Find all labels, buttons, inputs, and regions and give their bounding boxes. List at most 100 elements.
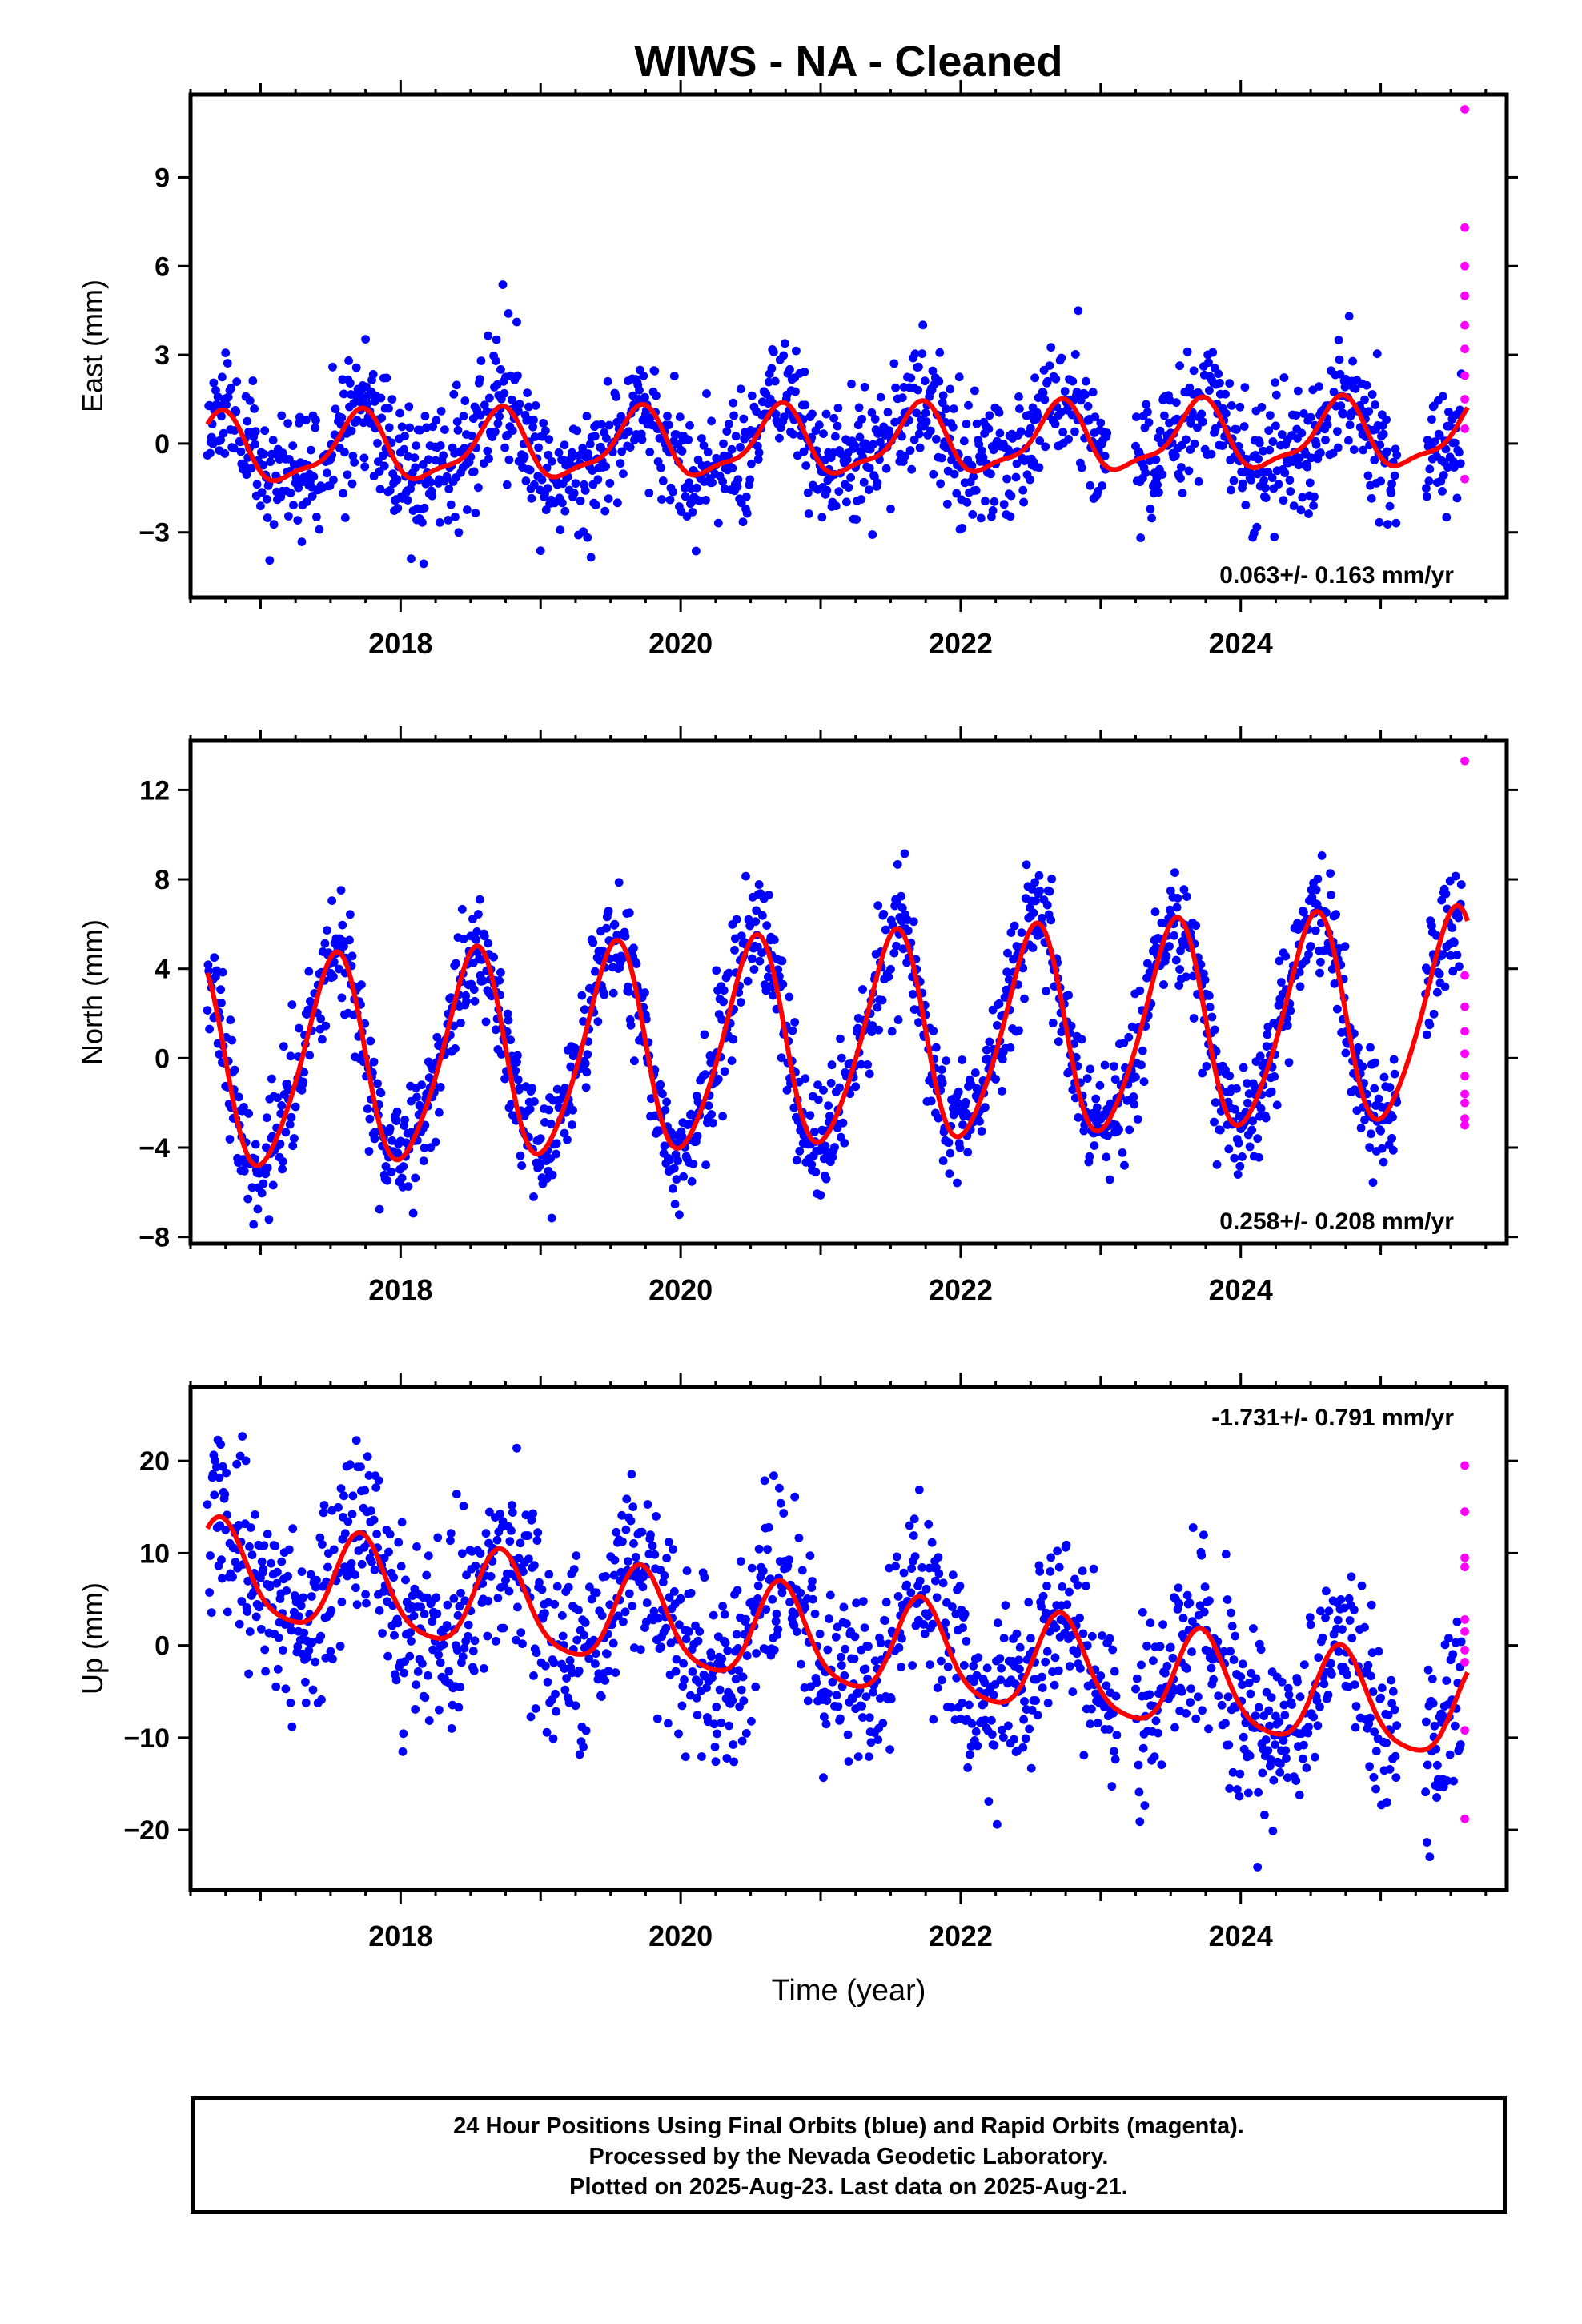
east-final-point bbox=[339, 389, 348, 399]
up-final-point bbox=[293, 1642, 303, 1651]
up-final-point bbox=[891, 1562, 900, 1571]
east-final-point bbox=[747, 459, 756, 468]
up-final-point bbox=[722, 1754, 732, 1763]
east-final-point bbox=[428, 422, 437, 432]
north-final-point bbox=[1074, 1113, 1083, 1122]
north-final-point bbox=[547, 1213, 556, 1223]
east-final-point bbox=[946, 384, 955, 394]
north-final-point bbox=[1173, 894, 1182, 903]
up-final-point bbox=[621, 1525, 631, 1534]
north-final-point bbox=[1253, 1134, 1263, 1144]
up-final-point bbox=[618, 1537, 627, 1546]
north-final-point bbox=[884, 972, 893, 982]
up-final-point bbox=[843, 1730, 853, 1739]
north-final-point bbox=[278, 1164, 287, 1174]
north-final-point bbox=[513, 1051, 522, 1060]
east-final-point bbox=[524, 402, 533, 412]
east-final-point bbox=[1158, 470, 1167, 479]
up-final-point bbox=[1376, 1693, 1385, 1703]
north-final-point bbox=[1450, 938, 1459, 947]
north-final-point bbox=[318, 1035, 327, 1044]
east-final-point bbox=[822, 485, 832, 495]
up-final-point bbox=[321, 1653, 331, 1663]
east-final-point bbox=[568, 448, 576, 457]
north-x-tick-label: 2020 bbox=[648, 1273, 713, 1306]
east-final-point bbox=[593, 475, 603, 485]
east-final-point bbox=[1232, 425, 1241, 434]
east-final-point bbox=[222, 400, 231, 409]
east-final-point bbox=[789, 429, 798, 439]
up-final-point bbox=[1187, 1647, 1196, 1657]
east-final-point bbox=[512, 317, 521, 327]
north-final-point bbox=[1390, 1069, 1399, 1079]
east-final-point bbox=[1311, 440, 1321, 449]
north-final-point bbox=[1255, 1051, 1265, 1061]
up-final-point bbox=[518, 1639, 527, 1648]
up-final-point bbox=[752, 1649, 761, 1658]
north-final-point bbox=[858, 985, 867, 994]
east-final-point bbox=[775, 433, 784, 443]
up-final-point bbox=[1390, 1705, 1399, 1715]
east-final-point bbox=[1153, 480, 1162, 489]
north-final-point bbox=[877, 995, 887, 1005]
east-final-point bbox=[250, 404, 259, 413]
east-final-point bbox=[384, 423, 394, 432]
east-final-point bbox=[938, 391, 948, 400]
north-final-point bbox=[1232, 1084, 1241, 1093]
east-final-point bbox=[375, 485, 385, 494]
up-final-point bbox=[335, 1642, 345, 1651]
east-final-point bbox=[1227, 401, 1236, 410]
up-final-point bbox=[336, 1484, 346, 1493]
east-final-point bbox=[376, 393, 386, 403]
east-final-point bbox=[1185, 383, 1195, 392]
up-final-point bbox=[637, 1527, 647, 1537]
up-final-point bbox=[481, 1529, 491, 1538]
east-final-point bbox=[245, 396, 255, 405]
north-final-point bbox=[1045, 887, 1054, 896]
up-final-point bbox=[480, 1664, 488, 1673]
north-final-point bbox=[792, 1156, 801, 1165]
up-final-point bbox=[1105, 1634, 1114, 1643]
up-final-point bbox=[1279, 1700, 1289, 1710]
north-final-point bbox=[1445, 876, 1455, 886]
up-final-point bbox=[850, 1632, 860, 1642]
up-final-point bbox=[401, 1575, 410, 1585]
east-final-point bbox=[1335, 369, 1345, 379]
east-final-point bbox=[1042, 376, 1052, 386]
north-final-point bbox=[262, 1143, 271, 1152]
east-final-point bbox=[1430, 437, 1439, 446]
east-final-point bbox=[221, 348, 231, 357]
footer-line-2: Processed by the Nevada Geodetic Laborat… bbox=[588, 2144, 1109, 2169]
north-final-point bbox=[1387, 1134, 1396, 1143]
north-final-point bbox=[1238, 1152, 1247, 1161]
east-final-point bbox=[1090, 412, 1100, 422]
east-final-point bbox=[745, 475, 755, 485]
up-final-point bbox=[619, 1617, 628, 1626]
east-final-point bbox=[977, 446, 986, 456]
up-final-point bbox=[928, 1619, 938, 1629]
north-final-point bbox=[769, 935, 779, 944]
north-final-point bbox=[836, 1034, 845, 1043]
east-final-point bbox=[733, 482, 742, 492]
up-final-point bbox=[1093, 1719, 1102, 1727]
up-final-point bbox=[548, 1734, 558, 1743]
up-final-point bbox=[1062, 1540, 1071, 1550]
up-final-point bbox=[347, 1558, 356, 1568]
east-final-point bbox=[1367, 390, 1377, 399]
east-x-tick-label: 2022 bbox=[929, 627, 993, 660]
east-final-point bbox=[418, 517, 427, 527]
north-final-point bbox=[345, 935, 354, 945]
up-final-point bbox=[825, 1590, 835, 1600]
north-final-point bbox=[504, 1015, 513, 1025]
north-final-point bbox=[600, 990, 609, 999]
up-final-point bbox=[491, 1636, 500, 1646]
east-final-point bbox=[1193, 423, 1202, 432]
up-final-point bbox=[279, 1646, 287, 1655]
up-final-point bbox=[713, 1729, 721, 1739]
east-final-point bbox=[1026, 424, 1035, 433]
up-final-point bbox=[1350, 1680, 1359, 1690]
east-final-point bbox=[781, 339, 789, 348]
north-final-point bbox=[1250, 1083, 1259, 1092]
east-final-point bbox=[1040, 395, 1050, 404]
north-final-point bbox=[1231, 1104, 1240, 1114]
